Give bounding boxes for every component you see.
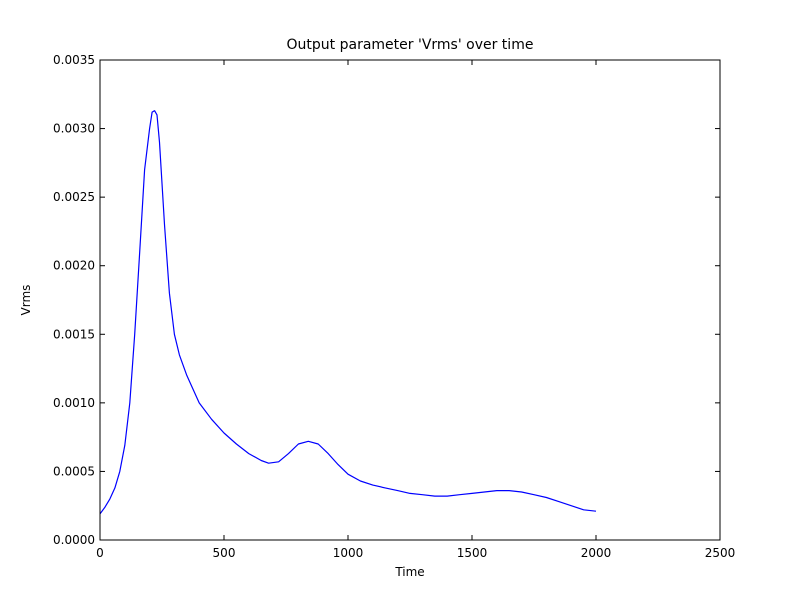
x-tick-label: 2500 [705, 546, 736, 560]
x-axis-title: Time [394, 565, 424, 579]
x-axis: 0 500 1000 1500 2000 2500 [96, 60, 735, 560]
y-tick-label: 0.0025 [53, 190, 95, 204]
plot-area [100, 60, 720, 540]
y-tick-label: 0.0005 [53, 464, 95, 478]
y-tick-label: 0.0020 [53, 259, 95, 273]
series-layer [99, 110, 597, 515]
plot-frame [99, 59, 721, 541]
x-tick-label: 2000 [581, 546, 612, 560]
y-tick-label: 0.0015 [53, 327, 95, 341]
y-tick-label: 0.0035 [53, 53, 95, 67]
x-tick-label: 500 [213, 546, 236, 560]
series-line [99, 110, 597, 515]
y-tick-label: 0.0030 [53, 122, 95, 136]
x-tick-label: 1500 [457, 546, 488, 560]
y-tick-label: 0.0000 [53, 533, 95, 547]
y-axis-title: Vrms [19, 285, 33, 316]
x-tick-label: 1000 [333, 546, 364, 560]
y-tick-label: 0.0010 [53, 396, 95, 410]
y-axis: 0.0000 0.0005 0.0010 0.0015 0.0020 0.0025 0.00… [53, 53, 720, 547]
x-tick-label: 0 [96, 546, 104, 560]
chart-title: Output parameter 'Vrms' over time [287, 37, 534, 53]
